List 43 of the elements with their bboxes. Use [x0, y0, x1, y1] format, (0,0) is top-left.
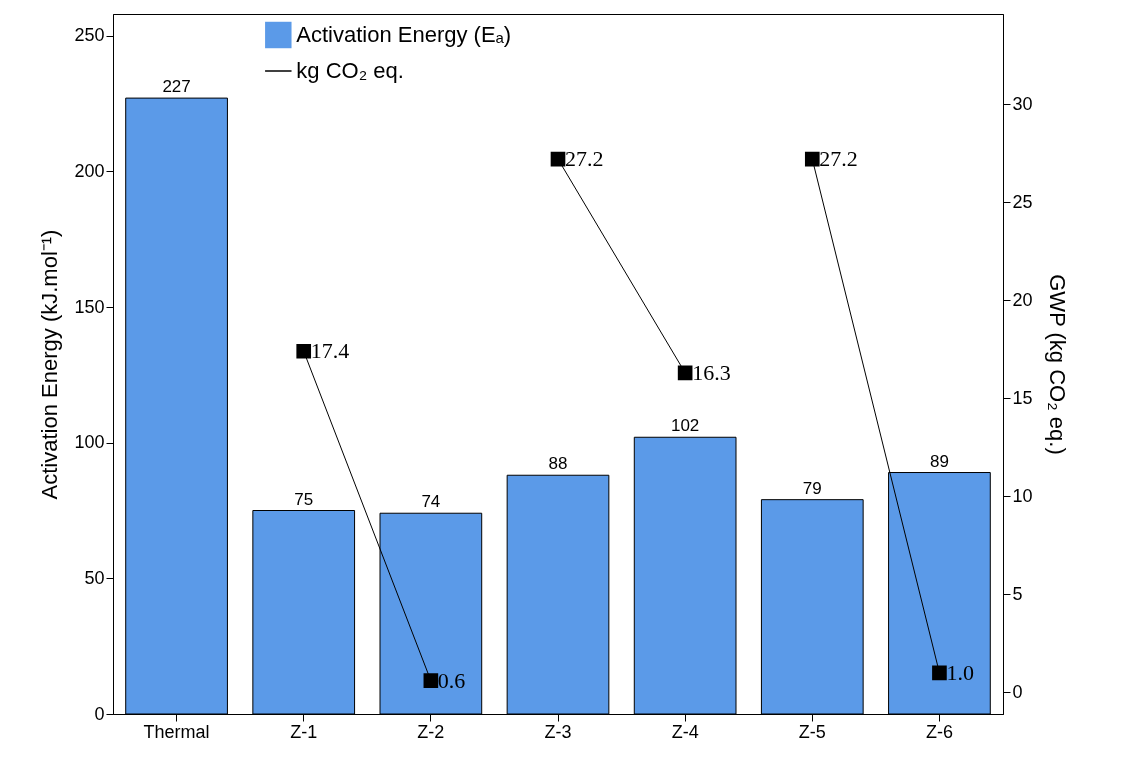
data-label: 79	[802, 478, 822, 498]
point	[677, 365, 693, 381]
data-label: 16.3	[692, 359, 731, 385]
data-label: 102	[670, 416, 700, 436]
data-label: 0.6	[437, 667, 466, 693]
data-label: 1.0	[946, 659, 974, 685]
legend-label: Activation Energy (Eₐ)	[296, 22, 512, 47]
y-tick-label: 200	[74, 160, 105, 181]
y2-tick-label: 10	[1012, 485, 1033, 506]
x-tick-label: Z-2	[417, 721, 445, 742]
y-tick-label: 100	[74, 432, 105, 453]
x-tick-label: Z-1	[290, 721, 318, 742]
y2-tick-label: 20	[1012, 289, 1033, 310]
y-axis-title: Activation Energy (kJ.mol⁻¹)	[37, 229, 63, 500]
x-tick-label: Z-4	[671, 721, 699, 742]
y2-tick-label: 30	[1012, 93, 1033, 114]
y2-tick-label: 25	[1012, 191, 1033, 212]
data-label: 227	[162, 77, 191, 97]
y-tick-label: 50	[84, 567, 105, 588]
point	[423, 673, 439, 688]
point	[932, 665, 947, 681]
y-tick-label: 0	[94, 703, 105, 724]
y-tick-label: 150	[74, 296, 105, 317]
data-label: 88	[548, 454, 568, 474]
y2-tick-label: 15	[1012, 387, 1033, 408]
x-tick-label: Z-6	[925, 721, 953, 742]
y2-tick-label: 5	[1012, 583, 1023, 604]
data-label: 75	[294, 489, 314, 509]
data-label: 17.4	[310, 338, 350, 364]
y-tick-label: 250	[74, 25, 105, 46]
point	[550, 151, 566, 167]
data-label: 89	[929, 451, 949, 471]
x-tick-label: Z-3	[544, 721, 572, 742]
point	[804, 151, 820, 167]
data-label: 27.2	[819, 146, 858, 172]
y2-axis-title: GWP (kg CO₂ eq.)	[1044, 274, 1070, 455]
x-tick-label: Z-5	[798, 721, 826, 742]
data-label: 27.2	[565, 146, 604, 172]
data-label: 74	[421, 492, 441, 512]
y2-tick-label: 0	[1012, 681, 1023, 702]
x-tick-label: Thermal	[143, 721, 210, 742]
point	[296, 343, 312, 359]
legend-label: kg CO₂ eq.	[296, 58, 404, 83]
